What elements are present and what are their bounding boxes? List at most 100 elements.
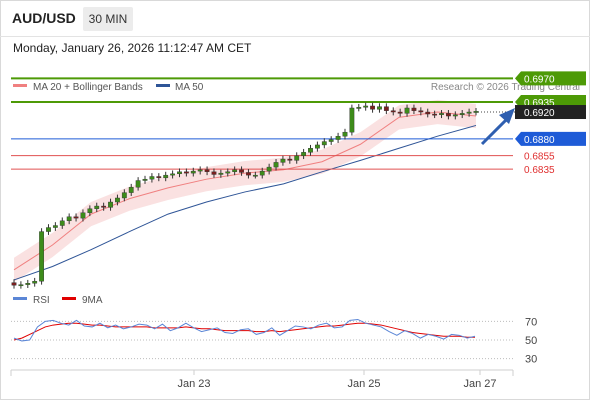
candle-body: [87, 208, 93, 213]
support-level-label: 0.6835: [524, 165, 555, 176]
candle-body: [356, 107, 362, 109]
candle-body: [149, 176, 155, 180]
timeframe-button[interactable]: 30 MIN: [83, 7, 133, 31]
symbol-title: AUD/USD: [12, 10, 76, 26]
candle-body: [404, 107, 410, 114]
candle-body: [11, 282, 17, 286]
candle-body: [25, 283, 31, 285]
candles: [11, 102, 479, 289]
candle-body: [321, 141, 327, 146]
resistance-level-label: 0.6970: [524, 74, 555, 85]
candle-body: [335, 135, 341, 140]
candle-body: [156, 176, 162, 179]
candle-body: [115, 197, 120, 203]
candle-body: [363, 105, 369, 108]
rsi-legend-label: RSI: [33, 295, 50, 306]
candle-body: [135, 180, 141, 188]
candle-body: [52, 225, 58, 228]
candle-body: [108, 201, 113, 208]
candle-body: [39, 231, 44, 282]
moving-averages: [13, 111, 477, 281]
candle-body: [32, 281, 38, 284]
time-axis: Jan 23 Jan 25 Jan 27: [10, 370, 514, 390]
candle-body: [204, 169, 210, 172]
candle-body: [473, 111, 479, 113]
candle-body: [73, 216, 79, 219]
candle-body: [439, 113, 444, 115]
candle-body: [80, 212, 86, 219]
candle-body: [66, 216, 72, 222]
candle-body: [459, 113, 465, 115]
candle-body: [225, 171, 231, 174]
candle-body: [315, 144, 320, 149]
bollinger-band-area: [14, 99, 476, 282]
candle-body: [466, 111, 472, 114]
candle-body: [397, 111, 403, 114]
candle-body: [239, 169, 244, 173]
rsi-tick-label: 30: [525, 354, 537, 366]
candle-body: [18, 284, 24, 287]
candle-body: [273, 162, 279, 168]
candle-body: [252, 174, 258, 177]
candle-body: [94, 205, 100, 209]
candle-body: [446, 113, 451, 117]
candle-body: [190, 170, 196, 174]
candle-body: [266, 166, 272, 172]
ma20-legend-swatch: [13, 84, 27, 87]
time-tick-label: Jan 23: [177, 378, 210, 390]
resistance-level-badge: [515, 71, 586, 86]
candle-body: [142, 178, 148, 181]
timestamp: Monday, January 26, 2026 11:12:47 AM CET: [13, 41, 252, 55]
forecast-arrow-head: [499, 108, 515, 124]
candle-body: [432, 113, 438, 116]
candle-body: [308, 148, 313, 153]
current-level-label: 0.6920: [524, 108, 555, 119]
ma50-line: [13, 124, 477, 281]
rsi-ma-legend-label: 9MA: [82, 295, 103, 306]
forecast-arrow: [480, 108, 515, 146]
rsi-legend-swatch: [13, 297, 27, 300]
candle-body: [163, 174, 169, 179]
ma20-line: [13, 111, 477, 271]
candle-body: [101, 205, 107, 208]
candle-body: [218, 172, 224, 175]
pivot-level-badge: [515, 131, 586, 146]
candle-body: [370, 105, 375, 110]
candle-body: [418, 110, 424, 113]
rsi-ma-legend-swatch: [62, 297, 76, 300]
ma50-legend-label: MA 50: [175, 82, 204, 93]
candle-body: [177, 171, 182, 175]
resistance-level-label: 0.6935: [524, 98, 555, 109]
candle-body: [294, 155, 300, 161]
candle-body: [377, 106, 382, 110]
current-price-badge: [515, 105, 586, 120]
candle-body: [452, 114, 458, 117]
rsi-tick-label: 50: [525, 335, 537, 347]
candle-body: [183, 171, 189, 174]
candle-body: [301, 152, 307, 156]
candle-body: [425, 111, 431, 115]
candle-body: [328, 139, 334, 142]
credit-text: Research © 2026 Trading Central: [431, 82, 580, 93]
candle-body: [197, 169, 203, 172]
candle-body: [280, 158, 286, 163]
candle-body: [232, 169, 238, 172]
candle-body: [59, 220, 65, 226]
bollinger-bands: [14, 99, 476, 282]
candle-body: [349, 107, 355, 133]
candle-body: [383, 106, 389, 111]
candle-body: [211, 171, 217, 175]
candle-body: [390, 110, 396, 113]
ma50-legend-swatch: [156, 84, 170, 87]
time-tick-label: Jan 27: [463, 378, 496, 390]
pivot-level-label: 0.6880: [524, 135, 555, 146]
chart-header: AUD/USD 30 MIN: [0, 0, 590, 36]
rsi-line: [13, 318, 476, 342]
rsi-ma-line: [13, 322, 475, 341]
ma20-legend-label: MA 20 + Bollinger Bands: [33, 82, 143, 93]
candle-body: [342, 131, 348, 137]
header-divider: [0, 36, 590, 37]
candle-body: [128, 187, 134, 193]
